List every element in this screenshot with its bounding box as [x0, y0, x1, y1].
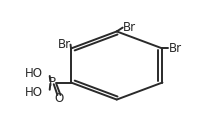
- Text: HO: HO: [24, 67, 42, 80]
- Text: O: O: [54, 92, 64, 105]
- Text: Br: Br: [57, 38, 70, 51]
- Text: HO: HO: [24, 86, 42, 99]
- Text: Br: Br: [123, 21, 136, 34]
- Text: P: P: [49, 76, 56, 89]
- Text: Br: Br: [168, 42, 181, 55]
